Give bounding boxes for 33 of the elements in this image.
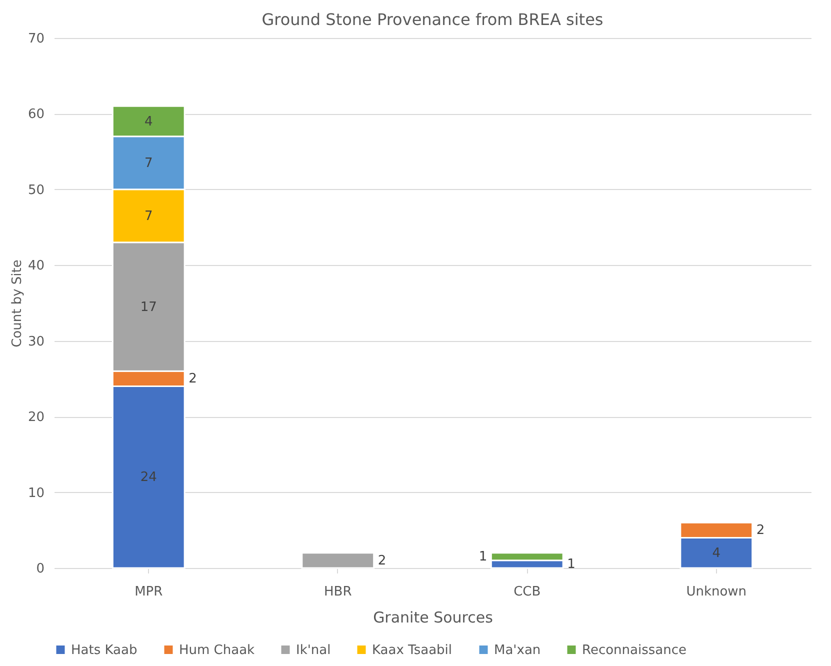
y-tick-label: 10 (28, 486, 44, 501)
x-tick-label: MPR (134, 584, 163, 600)
legend-label: Ma'xan (494, 642, 541, 658)
y-tick-label: 40 (28, 258, 44, 274)
y-tick-label: 0 (36, 562, 44, 576)
legend-label: Hum Chaak (179, 642, 256, 658)
legend-label: Reconnaissance (582, 642, 687, 658)
chart-title: Ground Stone Provenance from BREA sites (262, 10, 604, 29)
y-axis-title: Count by Site (10, 260, 25, 348)
data-label: 2 (378, 553, 386, 568)
x-tick-label: HBR (324, 584, 352, 600)
legend-label: Hats Kaab (71, 642, 138, 658)
bar (301, 552, 375, 569)
x-axis-title: Granite Sources (373, 608, 494, 626)
legend-label: Kaax Tsaabil (372, 642, 452, 658)
data-label: 1 (567, 557, 576, 572)
data-label: 7 (144, 156, 153, 171)
data-label: 4 (144, 114, 153, 130)
y-tick-label: 60 (28, 107, 44, 122)
y-tick-label: 30 (28, 334, 44, 350)
x-tick-label: Unknown (686, 584, 747, 600)
x-tick-label: CCB (514, 584, 541, 600)
data-label: 17 (140, 300, 157, 315)
data-label: 4 (712, 546, 721, 561)
data-label: 2 (756, 523, 765, 538)
data-label: 24 (140, 470, 157, 486)
legend-label: Ik'nal (296, 642, 331, 658)
y-tick-label: 70 (28, 32, 44, 46)
y-tick-label: 50 (28, 182, 44, 198)
data-label: 7 (144, 208, 153, 224)
y-tick-label: 20 (28, 410, 44, 426)
data-label: 2 (188, 372, 197, 387)
data-label: 1 (478, 550, 488, 565)
